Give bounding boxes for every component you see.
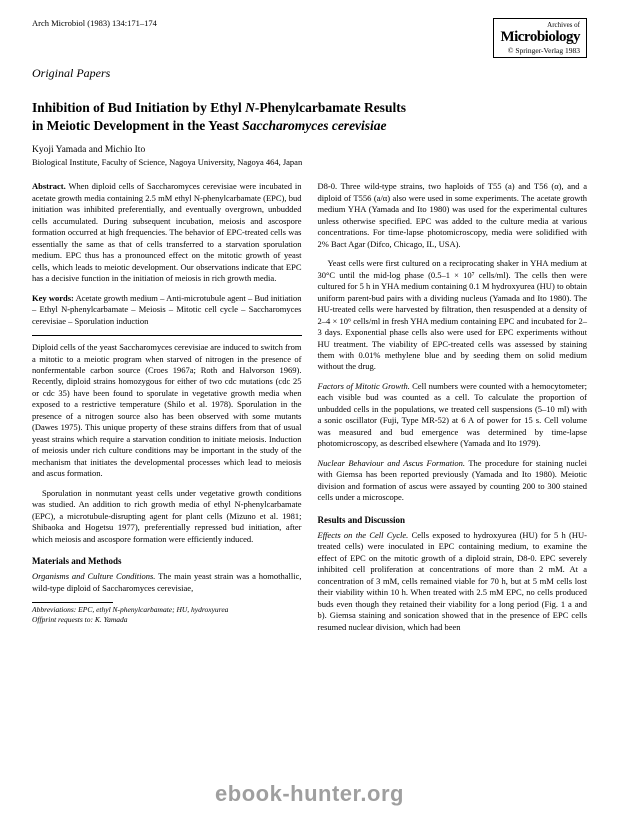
- abbreviations: Abbreviations: EPC, ethyl N-phenylcarbam…: [32, 605, 302, 615]
- journal-logo-box: Archives of Microbiology © Springer-Verl…: [493, 18, 587, 58]
- article-title: Inhibition of Bud Initiation by Ethyl N-…: [32, 99, 587, 135]
- materials-p1: Organisms and Culture Conditions. The ma…: [32, 571, 302, 594]
- right-column: D8-0. Three wild-type strains, two haplo…: [318, 181, 588, 641]
- journal-box-title: Microbiology: [500, 29, 580, 46]
- watermark: ebook-hunter.org: [215, 781, 404, 807]
- effects-section: Effects on the Cell Cycle. Cells exposed…: [318, 530, 588, 633]
- factors-section: Factors of Mitotic Growth. Cell numbers …: [318, 381, 588, 450]
- section-label: Original Papers: [32, 66, 587, 81]
- journal-box-top: Archives of: [500, 21, 580, 29]
- offprint: Offprint requests to: K. Yamada: [32, 615, 302, 625]
- materials-heading: Materials and Methods: [32, 555, 302, 567]
- footer-divider: [32, 602, 113, 603]
- nuclear-section: Nuclear Behaviour and Ascus Formation. T…: [318, 458, 588, 504]
- intro-p2: Sporulation in nonmutant yeast cells und…: [32, 488, 302, 545]
- authors: Kyoji Yamada and Michio Ito: [32, 145, 587, 155]
- keywords: Key words: Acetate growth medium – Anti-…: [32, 293, 302, 327]
- left-column: Abstract. When diploid cells of Saccharo…: [32, 181, 302, 641]
- affiliation: Biological Institute, Faculty of Science…: [32, 157, 587, 167]
- results-heading: Results and Discussion: [318, 514, 588, 526]
- copyright: © Springer-Verlag 1983: [500, 46, 580, 55]
- divider: [32, 335, 302, 336]
- intro-p1: Diploid cells of the yeast Saccharomyces…: [32, 342, 302, 480]
- journal-reference: Arch Microbiol (1983) 134:171–174: [32, 18, 157, 28]
- abstract: Abstract. When diploid cells of Saccharo…: [32, 181, 302, 284]
- right-p2: Yeast cells were first cultured on a rec…: [318, 258, 588, 373]
- right-p1: D8-0. Three wild-type strains, two haplo…: [318, 181, 588, 250]
